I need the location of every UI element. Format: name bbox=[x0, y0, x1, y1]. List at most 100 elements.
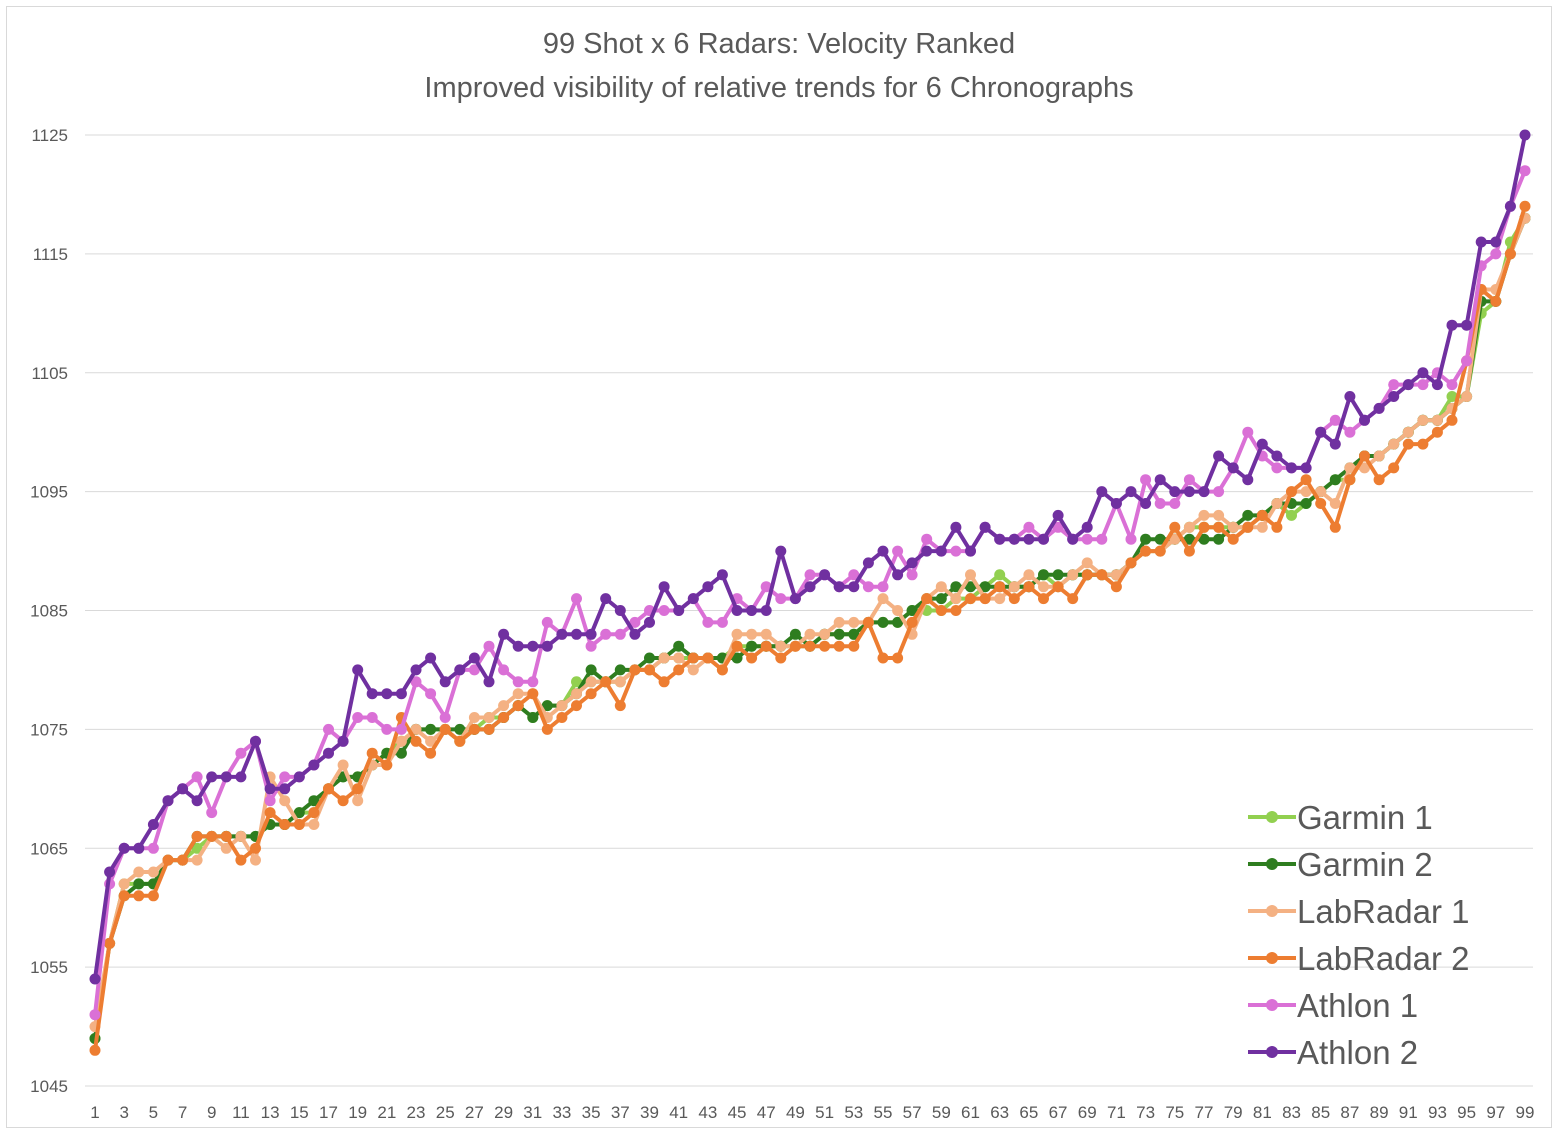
data-point bbox=[716, 664, 728, 676]
x-tick-label: 97 bbox=[1486, 1103, 1505, 1122]
data-point bbox=[658, 581, 670, 593]
x-tick-label: 63 bbox=[990, 1103, 1009, 1122]
data-point bbox=[571, 688, 582, 700]
data-point bbox=[468, 652, 480, 664]
data-point bbox=[439, 723, 451, 735]
data-point bbox=[293, 771, 305, 783]
x-tick-label: 59 bbox=[932, 1103, 951, 1122]
data-point bbox=[556, 700, 568, 712]
data-point bbox=[673, 652, 685, 664]
data-point bbox=[1154, 533, 1166, 545]
data-point bbox=[235, 771, 247, 783]
data-point bbox=[1183, 533, 1195, 545]
x-tick-label: 81 bbox=[1253, 1103, 1272, 1122]
data-point bbox=[162, 854, 174, 866]
data-point bbox=[541, 700, 553, 712]
data-point bbox=[1446, 319, 1458, 331]
data-point bbox=[220, 842, 232, 854]
x-tick-label: 67 bbox=[1049, 1103, 1068, 1122]
data-point bbox=[1315, 426, 1327, 438]
data-point bbox=[1256, 438, 1268, 450]
y-tick-label: 1095 bbox=[30, 483, 68, 502]
data-point bbox=[921, 545, 933, 557]
data-point bbox=[614, 664, 626, 676]
data-point bbox=[687, 664, 699, 676]
data-point bbox=[1359, 414, 1370, 426]
data-point bbox=[1329, 498, 1341, 509]
data-point bbox=[1052, 509, 1064, 521]
data-point bbox=[1431, 379, 1443, 391]
data-point bbox=[833, 628, 845, 640]
data-point bbox=[177, 854, 189, 866]
data-point bbox=[1140, 545, 1152, 557]
x-tick-label: 11 bbox=[232, 1103, 250, 1122]
data-point bbox=[1052, 521, 1064, 533]
data-point bbox=[731, 605, 743, 616]
x-tick-label: 57 bbox=[903, 1103, 922, 1122]
data-point bbox=[1198, 486, 1210, 498]
x-tick-label: 71 bbox=[1107, 1103, 1126, 1122]
data-point bbox=[833, 616, 845, 628]
data-point bbox=[1315, 498, 1327, 509]
data-point bbox=[220, 830, 232, 842]
data-point bbox=[118, 878, 130, 890]
legend: Garmin 1 Garmin 2 LabRadar 1 LabRadar 2 Athl… bbox=[1248, 799, 1469, 1071]
data-point bbox=[1490, 236, 1502, 248]
data-point bbox=[235, 747, 247, 759]
legend-label: Athlon 2 bbox=[1297, 1034, 1418, 1071]
data-point bbox=[1417, 414, 1429, 426]
data-point bbox=[104, 937, 116, 949]
data-point bbox=[1096, 533, 1108, 545]
data-point bbox=[1213, 521, 1225, 533]
data-point bbox=[352, 783, 364, 795]
data-point bbox=[1286, 486, 1297, 498]
data-point bbox=[965, 581, 976, 593]
x-tick-label: 53 bbox=[844, 1103, 863, 1122]
y-tick-label: 1115 bbox=[33, 245, 68, 264]
data-point bbox=[1213, 533, 1225, 545]
data-point bbox=[293, 807, 305, 819]
data-point bbox=[410, 735, 422, 747]
data-point bbox=[206, 807, 218, 819]
data-point bbox=[1446, 391, 1458, 402]
data-point bbox=[366, 688, 378, 700]
data-point bbox=[571, 628, 582, 640]
data-point bbox=[687, 652, 699, 664]
data-point bbox=[1300, 462, 1312, 474]
x-tick-label: 75 bbox=[1165, 1103, 1184, 1122]
data-point bbox=[775, 652, 787, 664]
data-point bbox=[1038, 533, 1049, 545]
data-point bbox=[1169, 498, 1181, 509]
data-point bbox=[1286, 462, 1297, 474]
data-point bbox=[104, 866, 116, 878]
data-point bbox=[804, 628, 816, 640]
data-point bbox=[1300, 474, 1312, 486]
data-point bbox=[892, 652, 904, 664]
data-point bbox=[454, 723, 466, 735]
data-point bbox=[1052, 569, 1064, 581]
data-point bbox=[1110, 569, 1122, 581]
data-point bbox=[1431, 414, 1443, 426]
data-point bbox=[600, 593, 612, 605]
data-point bbox=[512, 640, 524, 652]
data-point bbox=[425, 747, 437, 759]
data-point bbox=[483, 723, 495, 735]
data-point bbox=[279, 783, 291, 795]
data-point bbox=[1300, 486, 1312, 498]
data-point bbox=[323, 723, 334, 735]
data-point bbox=[1329, 438, 1341, 450]
data-point bbox=[235, 830, 247, 842]
data-point bbox=[644, 652, 655, 664]
chart-area bbox=[6, 6, 1552, 1128]
data-point bbox=[644, 616, 655, 628]
data-point bbox=[935, 545, 947, 557]
x-tick-label: 1 bbox=[90, 1103, 99, 1122]
x-tick-label: 91 bbox=[1399, 1103, 1418, 1122]
data-point bbox=[1169, 486, 1181, 498]
data-point bbox=[731, 652, 743, 664]
data-point bbox=[1067, 533, 1079, 545]
data-point bbox=[1271, 450, 1283, 462]
data-point bbox=[1198, 533, 1210, 545]
data-point bbox=[571, 700, 582, 712]
